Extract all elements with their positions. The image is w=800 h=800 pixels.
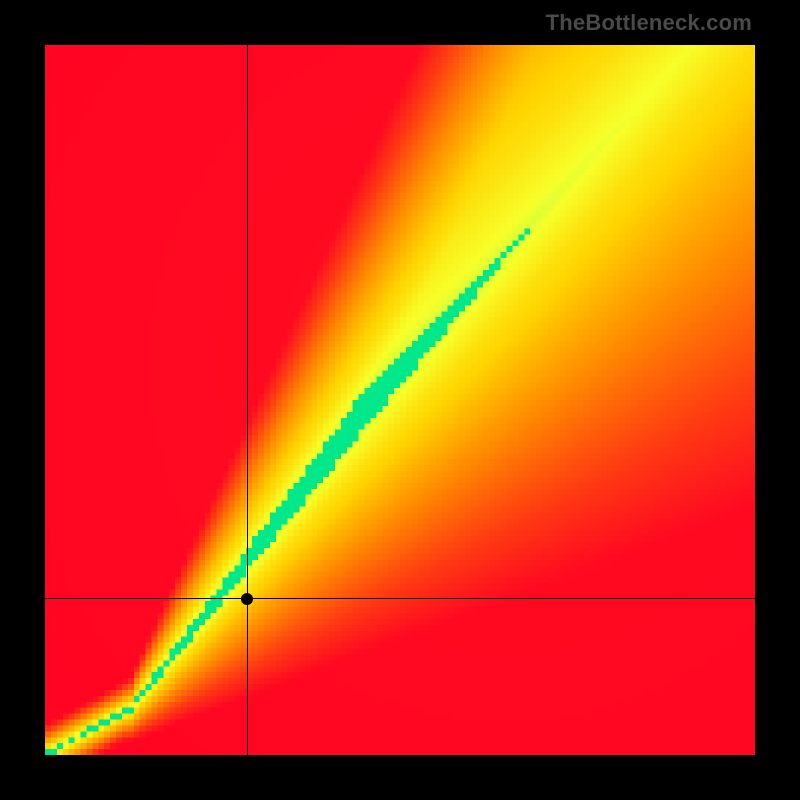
chart-frame: TheBottleneck.com bbox=[0, 0, 800, 800]
heatmap-canvas bbox=[45, 45, 755, 755]
crosshair-horizontal bbox=[45, 598, 755, 599]
crosshair-vertical bbox=[247, 45, 248, 755]
watermark-text: TheBottleneck.com bbox=[546, 10, 752, 36]
plot-area bbox=[45, 45, 755, 755]
